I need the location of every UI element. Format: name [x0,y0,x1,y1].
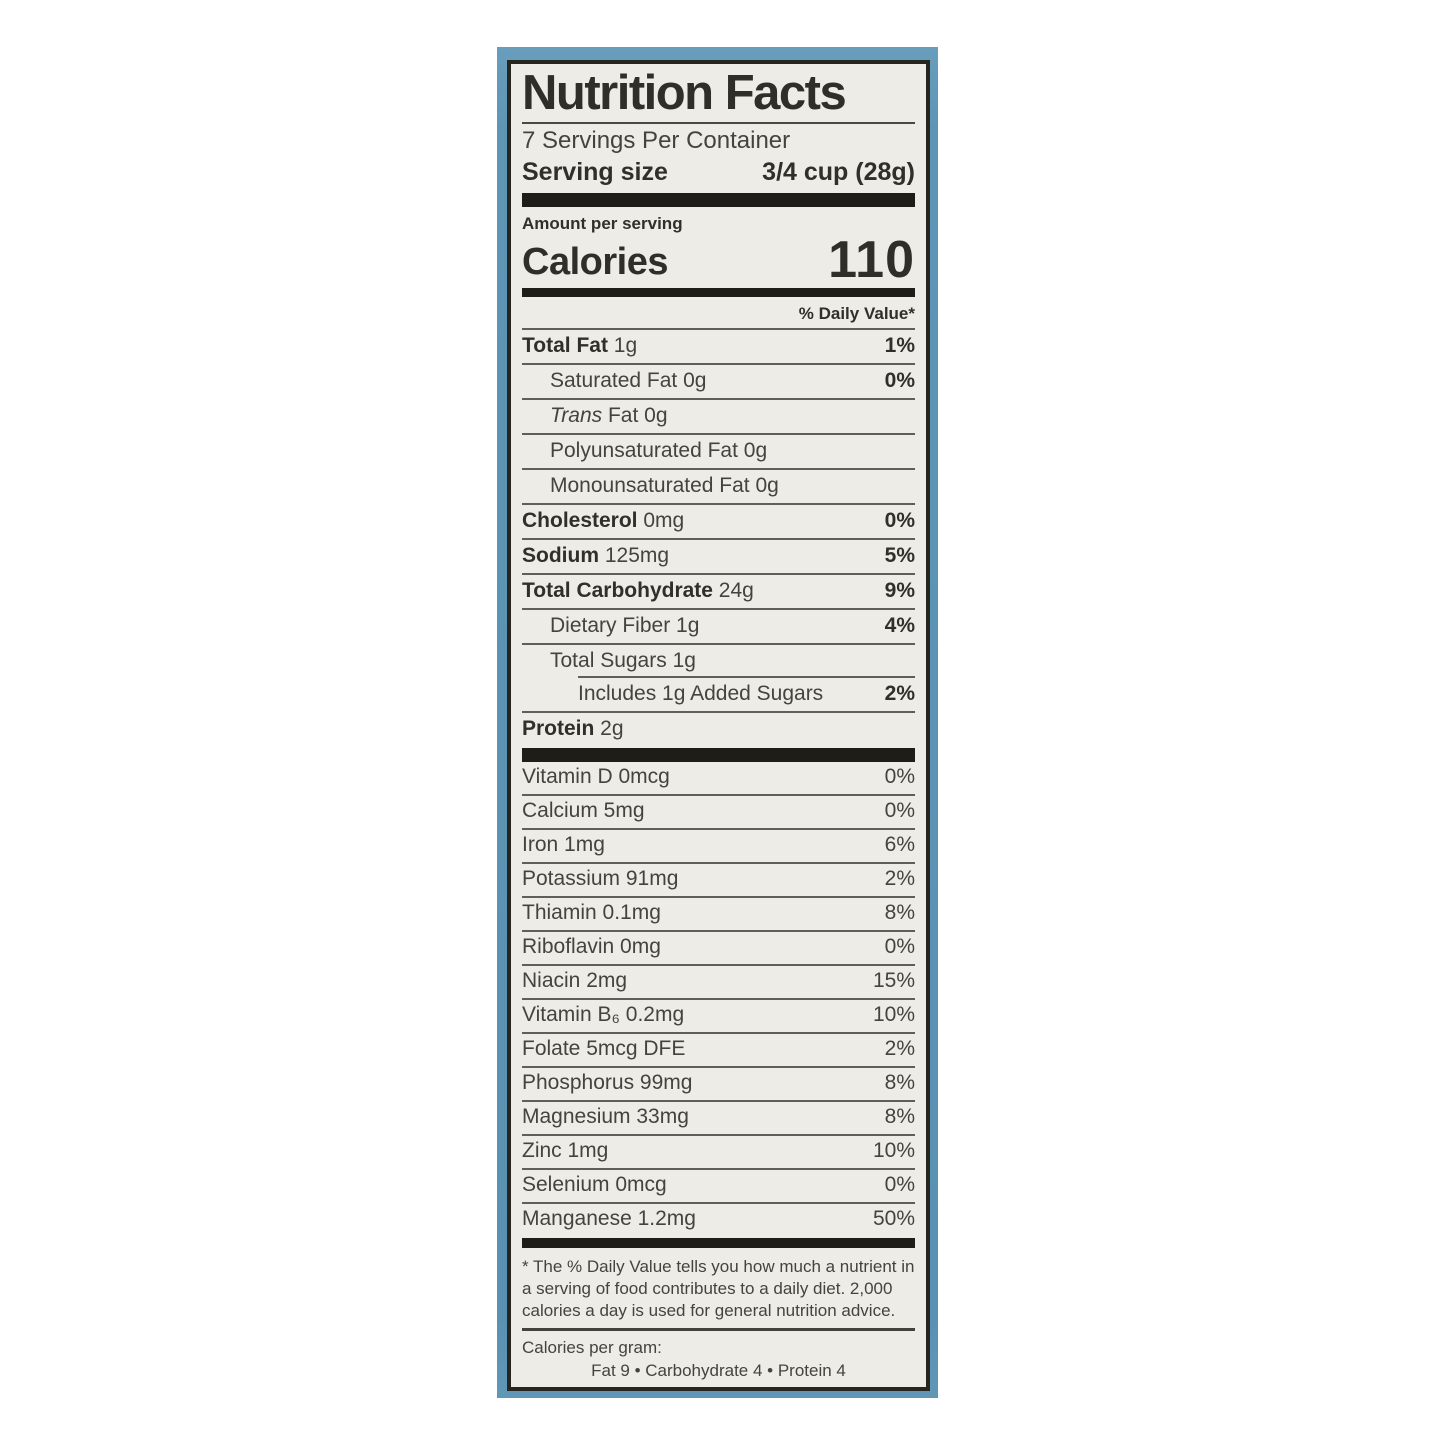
nutrient-daily-value: 8% [884,1070,915,1094]
nutrient-name: Total Fat 1g [522,333,638,357]
nutrient-daily-value: 0% [884,764,915,788]
nutrient-row: Folate 5mcg DFE 2% [522,1031,915,1066]
nutrient-daily-value: 2% [884,1036,915,1060]
nutrient-row: Potassium 91mg 2% [522,861,915,896]
nutrient-row: Total Fat 1g 1% [522,327,915,363]
nutrient-name: Protein 2g [522,716,624,740]
nutrient-row: Calcium 5mg 0% [522,793,915,828]
nutrient-daily-value: 10% [872,1138,915,1162]
nutrient-name: Potassium 91mg [522,866,679,890]
nutrient-row: Polyunsaturated Fat 0g [522,432,915,468]
calories-per-gram-heading: Calories per gram: [522,1337,662,1357]
nutrient-name: Vitamin B₆ 0.2mg [522,1002,685,1026]
nutrient-daily-value: 2% [884,681,915,705]
servings-per-container: 7 Servings Per Container [522,126,791,154]
nutrient-row: Vitamin D 0mcg 0% [522,762,915,794]
nutrient-row: Dietary Fiber 1g 4% [522,607,915,643]
nutrient-name: Zinc 1mg [522,1138,609,1162]
nutrient-daily-value: 0% [884,934,915,958]
nutrient-name: Sodium 125mg [522,543,670,567]
nutrient-row: Thiamin 0.1mg 8% [522,895,915,930]
nutrient-row: Selenium 0mcg 0% [522,1167,915,1202]
nutrient-daily-value: 8% [884,900,915,924]
nutrient-name: Cholesterol 0mg [522,508,685,532]
calories-row: Calories 110 [522,230,915,289]
nutrient-name: Total Carbohydrate 24g [522,578,754,602]
nutrient-daily-value: 10% [872,1002,915,1026]
nutrient-row: Sodium 125mg 5% [522,537,915,573]
serving-size-label: Serving size [522,157,668,186]
nutrient-name: Folate 5mcg DFE [522,1036,686,1060]
nutrient-row: Total Sugars 1g [522,642,915,678]
thick-separator-bar [522,192,915,207]
serving-size-value: 3/4 cup (28g) [762,157,915,186]
nutrient-row: Monounsaturated Fat 0g [522,467,915,503]
nutrient-name: Includes 1g Added Sugars [578,681,824,705]
nutrient-name: Selenium 0mcg [522,1172,667,1196]
nutrient-name: Trans Fat 0g [550,403,668,427]
nutrient-name: Phosphorus 99mg [522,1070,693,1094]
nutrient-row: Zinc 1mg 10% [522,1133,915,1168]
nutrient-daily-value: 2% [884,866,915,890]
nutrient-daily-value: 9% [884,578,915,602]
nutrient-daily-value: 0% [884,368,915,392]
nutrient-row: Protein 2g [522,710,915,746]
label-title: Nutrition Facts [522,66,847,120]
nutrition-facts-label: Nutrition Facts 7 Servings Per Container… [507,60,930,1391]
nutrient-daily-value: 5% [884,543,915,567]
nutrient-row: Magnesium 33mg 8% [522,1099,915,1134]
nutrient-row: Riboflavin 0mg 0% [522,929,915,964]
nutrient-row: Cholesterol 0mg 0% [522,502,915,538]
nutrient-row: Phosphorus 99mg 8% [522,1065,915,1100]
calories-value: 110 [828,230,915,289]
nutrient-name: Riboflavin 0mg [522,934,661,958]
nutrient-name: Vitamin D 0mcg [522,764,670,788]
title-divider [522,121,915,124]
calories-per-gram-values: Fat 9 • Carbohydrate 4 • Protein 4 [591,1360,846,1380]
calories-label: Calories [522,240,668,283]
nutrient-name: Thiamin 0.1mg [522,900,661,924]
nutrient-row: Includes 1g Added Sugars 2% [522,675,915,711]
micronutrient-rows: Vitamin D 0mcg 0% Calcium 5mg 0% Iron 1mg 6% P… [522,762,915,1236]
nutrient-daily-value: 6% [884,832,915,856]
nutrient-name: Polyunsaturated Fat 0g [550,438,768,462]
nutrient-daily-value: 1% [884,333,915,357]
nutrient-daily-value: 8% [884,1104,915,1128]
nutrient-name: Niacin 2mg [522,968,628,992]
daily-value-footnote: * The % Daily Value tells you how much a… [522,1256,915,1320]
thick-separator-bar [522,747,915,762]
nutrient-row: Niacin 2mg 15% [522,963,915,998]
nutrient-name: Monounsaturated Fat 0g [550,473,779,497]
amount-per-serving-label: Amount per serving [522,213,683,233]
nutrient-name: Manganese 1.2mg [522,1206,696,1230]
daily-value-header: % Daily Value* [798,303,915,323]
nutrient-row: Total Carbohydrate 24g 9% [522,572,915,608]
nutrient-name: Calcium 5mg [522,798,645,822]
nutrient-row: Trans Fat 0g [522,397,915,433]
thick-separator-bar [522,1237,915,1248]
nutrient-name: Saturated Fat 0g [550,368,707,392]
nutrient-daily-value: 0% [884,508,915,532]
nutrient-daily-value: 15% [872,968,915,992]
nutrient-daily-value: 0% [884,1172,915,1196]
medium-separator-bar [522,287,915,297]
nutrient-daily-value: 0% [884,798,915,822]
nutrient-name: Iron 1mg [522,832,605,856]
serving-size-row: Serving size 3/4 cup (28g) [522,156,915,188]
nutrient-row: Manganese 1.2mg 50% [522,1201,915,1236]
nutrient-daily-value: 50% [872,1206,915,1230]
nutrient-row: Vitamin B₆ 0.2mg 10% [522,997,915,1032]
cereal-box-blue-panel: Nutrition Facts 7 Servings Per Container… [497,47,938,1398]
nutrient-row: Saturated Fat 0g 0% [522,362,915,398]
nutrient-name: Total Sugars 1g [550,648,696,672]
macronutrient-rows: Total Fat 1g 1% Saturated Fat 0g 0% Trans Fa… [522,327,915,746]
nutrient-daily-value: 4% [884,613,915,637]
footnote-divider [522,1327,915,1331]
nutrient-name: Magnesium 33mg [522,1104,689,1128]
nutrient-name: Dietary Fiber 1g [550,613,700,637]
nutrient-row: Iron 1mg 6% [522,827,915,862]
